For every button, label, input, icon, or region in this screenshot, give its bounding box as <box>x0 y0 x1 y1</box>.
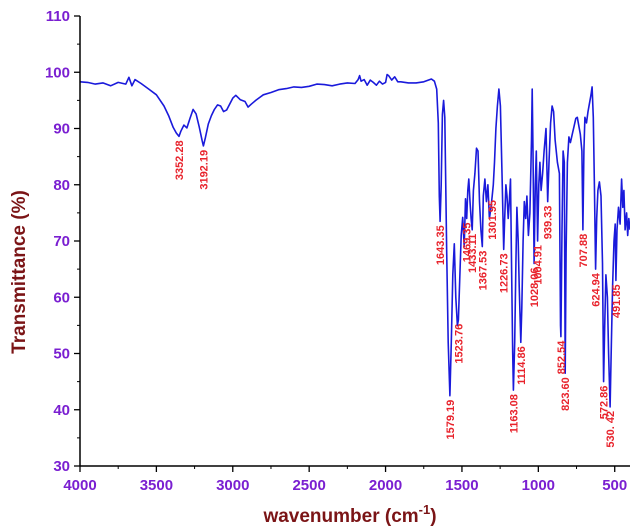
x-tick-label: 3000 <box>216 477 249 494</box>
y-tick-label: 60 <box>53 289 70 306</box>
y-tick-label: 100 <box>45 64 70 81</box>
peak-label: 1114.86 <box>516 346 528 385</box>
x-tick-label: 1000 <box>522 477 555 494</box>
x-tick-label: 500 <box>602 477 627 494</box>
y-tick-label: 80 <box>53 177 70 194</box>
peak-label: 530. 42 <box>605 411 617 448</box>
peak-label: 707.88 <box>578 234 590 268</box>
axes: 4000 3500 3000 2500 2000 1500 1000 500 30 40 50 60 7… <box>45 8 630 494</box>
peak-annotations: 3352.28 3192.19 1643.35 1579.19 1523.76 1469.… <box>174 140 623 447</box>
x-tick-label: 3500 <box>140 477 173 494</box>
y-axis-title: Transmittance (%) <box>9 190 30 354</box>
peak-label: 1028.06 <box>529 268 541 308</box>
x-tick-label: 2500 <box>292 477 325 494</box>
x-tick-label: 4000 <box>63 477 96 494</box>
x-axis-title: wavenumber (cm-1) <box>262 502 436 527</box>
peak-label: 1523.76 <box>453 324 465 364</box>
x-tick-label: 1500 <box>445 477 478 494</box>
peak-label: 491.85 <box>611 284 623 318</box>
peak-label: 1433.11 <box>467 234 479 273</box>
peak-label: 1367.53 <box>477 251 489 291</box>
peak-label: 1004.91 <box>533 245 545 285</box>
peak-label: 3352.28 <box>174 140 186 180</box>
peak-label: 939.33 <box>543 206 555 240</box>
peak-label: 852.54 <box>556 340 568 375</box>
peak-label: 1226.73 <box>499 253 511 293</box>
x-axis-title-main: wavenumber (cm <box>262 506 418 527</box>
x-tick-label: 2000 <box>369 477 402 494</box>
spectrum-line <box>79 73 630 408</box>
peak-label: 624.94 <box>591 272 603 307</box>
peak-label: 1301.95 <box>487 200 499 240</box>
y-tick-label: 110 <box>46 8 70 25</box>
peak-label: 823.60 <box>560 377 572 411</box>
x-axis-title-superscript: -1 <box>419 502 431 517</box>
y-tick-label: 50 <box>53 346 70 363</box>
peak-label: 1163.08 <box>508 394 520 433</box>
peak-label: 1643.35 <box>435 225 447 265</box>
y-tick-label: 30 <box>53 458 70 475</box>
y-tick-label: 90 <box>53 121 70 138</box>
peak-label: 572.86 <box>599 386 611 420</box>
x-axis-title-close: ) <box>430 506 436 527</box>
peak-label: 1579.19 <box>445 400 457 440</box>
peak-label: 1469.35 <box>462 223 474 263</box>
peak-label: 3192.19 <box>198 150 210 190</box>
plot-area <box>79 73 630 408</box>
y-tick-label: 70 <box>53 233 70 250</box>
y-tick-label: 40 <box>53 402 70 419</box>
